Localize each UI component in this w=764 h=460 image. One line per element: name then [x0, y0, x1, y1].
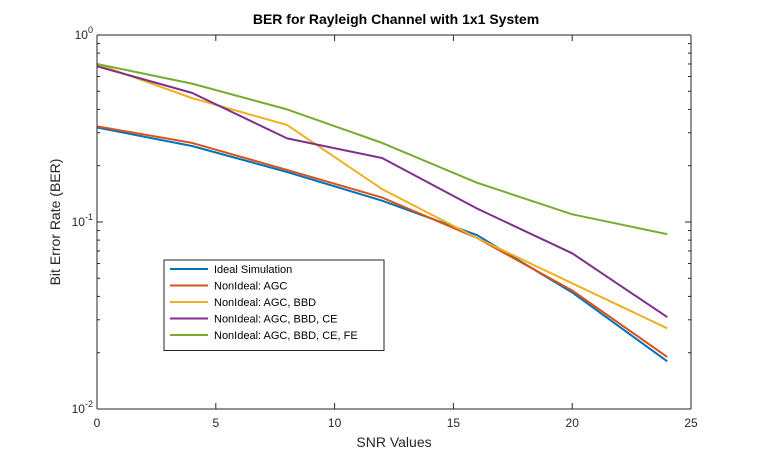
axes-frame — [96, 34, 692, 410]
series-line-5 — [96, 63, 668, 236]
y-tick-label: 10-1 — [72, 212, 93, 229]
series-line-1 — [96, 126, 668, 363]
y-tick-label: 100 — [75, 25, 93, 42]
series-line-2 — [96, 125, 668, 358]
legend-label-4: NonIdeal: AGC, BBD, CE — [214, 314, 338, 326]
x-tick-label: 5 — [212, 416, 219, 430]
legend-label-3: NonIdeal: AGC, BBD — [214, 297, 316, 309]
x-tick-label: 20 — [566, 416, 580, 430]
series-line-4 — [96, 65, 668, 318]
y-tick-label: 10-2 — [72, 399, 93, 416]
chart-title: BER for Rayleigh Channel with 1x1 System — [253, 11, 539, 27]
legend: Ideal Simulation NonIdeal: AGC NonIdeal: A… — [163, 259, 385, 351]
legend-label-1: Ideal Simulation — [214, 264, 292, 276]
x-tick-label: 15 — [447, 416, 461, 430]
series-lines — [96, 63, 668, 363]
legend-label-2: NonIdeal: AGC — [214, 281, 287, 293]
series-line-3 — [96, 63, 668, 330]
x-tick-label: 10 — [328, 416, 342, 430]
y-axis-title: Bit Error Rate (BER) — [47, 159, 63, 286]
legend-label-5: NonIdeal: AGC, BBD, CE, FE — [214, 330, 358, 342]
x-tick-label: 25 — [684, 416, 698, 430]
x-tick-label: 0 — [94, 416, 101, 430]
x-axis-title: SNR Values — [356, 434, 431, 450]
